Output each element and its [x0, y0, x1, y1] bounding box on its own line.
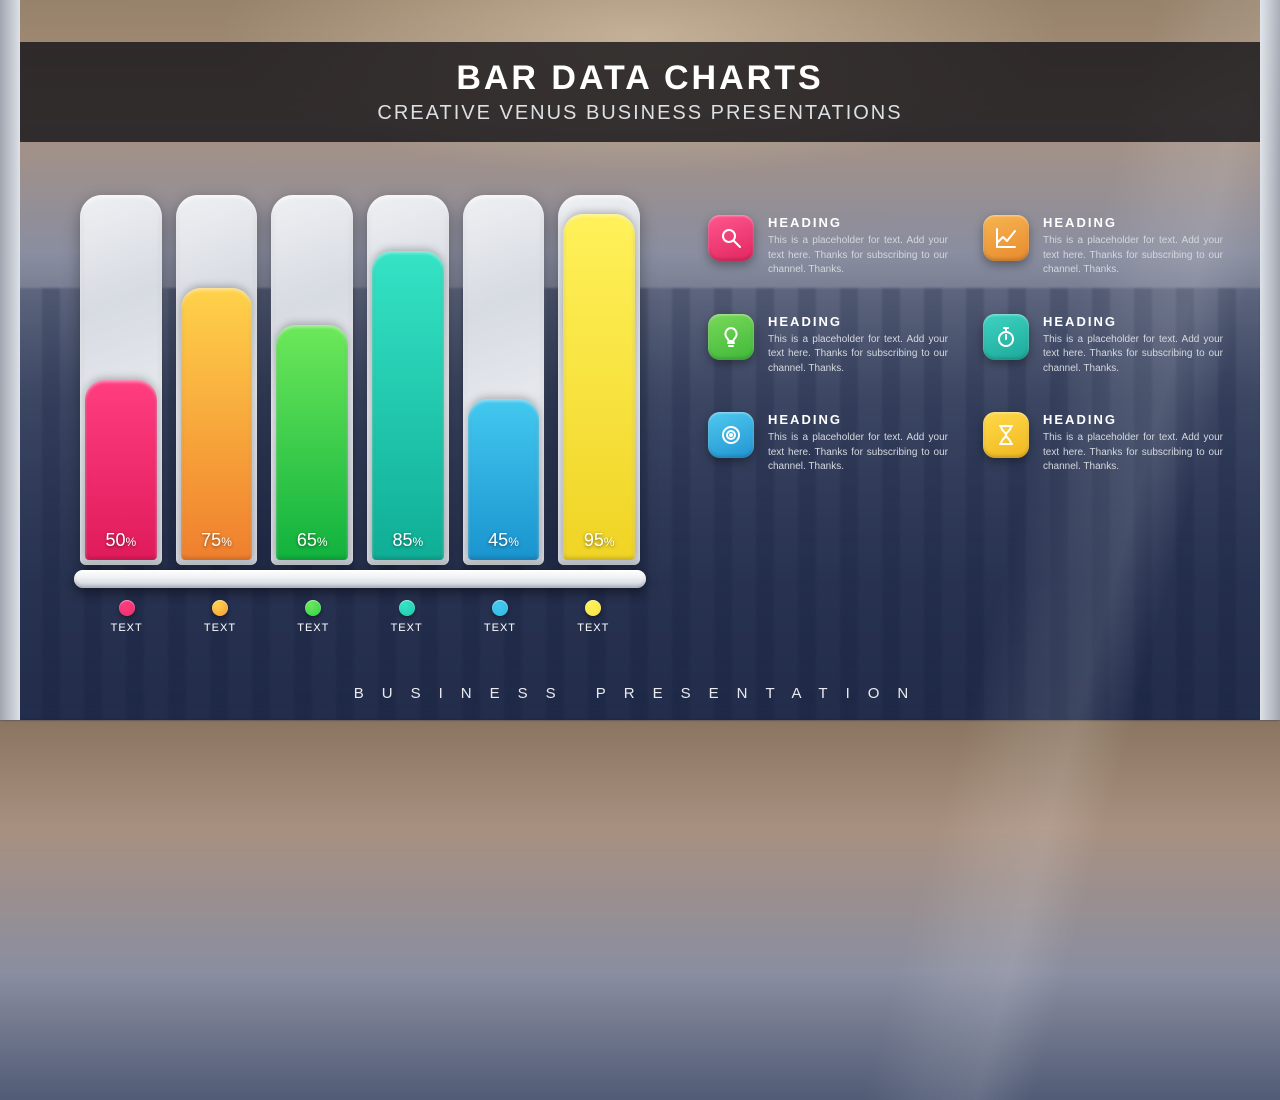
- info-body-3: This is a placeholder for text. Add your…: [1043, 333, 1223, 377]
- bar-value-label-2: 65%: [271, 530, 353, 551]
- bulb-icon: [708, 314, 754, 360]
- legend-label-0: TEXT: [111, 622, 143, 634]
- bar-value-label-0: 50%: [80, 530, 162, 551]
- info-body-0: This is a placeholder for text. Add your…: [768, 234, 948, 278]
- legend-dot-2: [305, 600, 321, 616]
- info-heading-2: HEADING: [768, 314, 948, 329]
- stopwatch-icon: [983, 314, 1029, 360]
- bar-value-label-1: 75%: [176, 530, 258, 551]
- legend-label-1: TEXT: [204, 622, 236, 634]
- bar-slot-2: 65%: [271, 195, 353, 565]
- page-subtitle: CREATIVE VENUS BUSINESS PRESENTATIONS: [377, 102, 902, 125]
- frame-left-rail: [0, 0, 20, 720]
- bar-slot-3: 85%: [367, 195, 449, 565]
- legend-label-2: TEXT: [297, 622, 329, 634]
- chart-legend: TEXT TEXT TEXT TEXT TEXT TEXT: [80, 600, 640, 634]
- bar-fill-1: [181, 288, 253, 561]
- legend-dot-0: [119, 600, 135, 616]
- legend-item-5: TEXT: [547, 600, 640, 634]
- frame-right-rail: [1260, 0, 1280, 720]
- legend-label-3: TEXT: [391, 622, 423, 634]
- info-heading-1: HEADING: [1043, 215, 1223, 230]
- info-heading-5: HEADING: [1043, 412, 1223, 427]
- legend-label-5: TEXT: [577, 622, 609, 634]
- legend-item-1: TEXT: [173, 600, 266, 634]
- chart-base-bar: [74, 570, 646, 588]
- info-body-1: This is a placeholder for text. Add your…: [1043, 234, 1223, 278]
- info-item-4: HEADING This is a placeholder for text. A…: [708, 412, 953, 475]
- info-item-3: HEADING This is a placeholder for text. A…: [983, 314, 1228, 377]
- bar-slot-5: 95%: [558, 195, 640, 565]
- legend-item-4: TEXT: [453, 600, 546, 634]
- bar-value-label-5: 95%: [558, 530, 640, 551]
- footer-text: BUSINESS PRESENTATION: [0, 685, 1280, 702]
- bar-chart: 50% 75% 65% 85% 45% 95%: [80, 195, 640, 565]
- legend-dot-5: [585, 600, 601, 616]
- info-item-1: HEADING This is a placeholder for text. A…: [983, 215, 1228, 278]
- info-heading-0: HEADING: [768, 215, 948, 230]
- legend-label-4: TEXT: [484, 622, 516, 634]
- legend-dot-3: [399, 600, 415, 616]
- legend-dot-4: [492, 600, 508, 616]
- info-item-2: HEADING This is a placeholder for text. A…: [708, 314, 953, 377]
- target-icon: [708, 412, 754, 458]
- legend-item-0: TEXT: [80, 600, 173, 634]
- legend-item-2: TEXT: [267, 600, 360, 634]
- bar-slot-4: 45%: [463, 195, 545, 565]
- legend-item-3: TEXT: [360, 600, 453, 634]
- bar-fill-2: [276, 325, 348, 560]
- info-item-5: HEADING This is a placeholder for text. A…: [983, 412, 1228, 475]
- info-heading-4: HEADING: [768, 412, 948, 427]
- bar-slot-0: 50%: [80, 195, 162, 565]
- linechart-icon: [983, 215, 1029, 261]
- bar-value-label-4: 45%: [463, 530, 545, 551]
- search-icon: [708, 215, 754, 261]
- bar-fill-5: [563, 214, 635, 561]
- title-band: BAR DATA CHARTS CREATIVE VENUS BUSINESS …: [20, 42, 1260, 142]
- bar-value-label-3: 85%: [367, 530, 449, 551]
- info-grid: HEADING This is a placeholder for text. A…: [708, 215, 1228, 475]
- info-item-0: HEADING This is a placeholder for text. A…: [708, 215, 953, 278]
- info-heading-3: HEADING: [1043, 314, 1223, 329]
- page-title: BAR DATA CHARTS: [456, 59, 823, 98]
- info-body-2: This is a placeholder for text. Add your…: [768, 333, 948, 377]
- bar-fill-3: [372, 251, 444, 561]
- legend-dot-1: [212, 600, 228, 616]
- hourglass-icon: [983, 412, 1029, 458]
- info-body-4: This is a placeholder for text. Add your…: [768, 431, 948, 475]
- info-body-5: This is a placeholder for text. Add your…: [1043, 431, 1223, 475]
- bar-slot-1: 75%: [176, 195, 258, 565]
